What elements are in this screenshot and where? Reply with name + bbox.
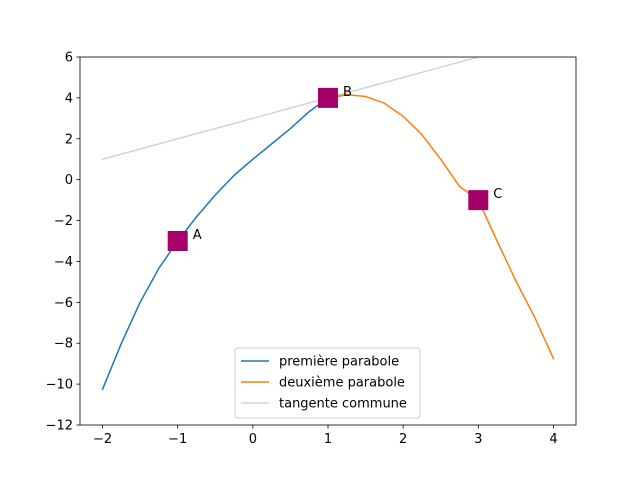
y-tick-label: −6 (54, 296, 73, 311)
series-line-2 (101, 57, 480, 161)
x-tick-label: −2 (93, 432, 112, 447)
x-tick-label: 3 (474, 432, 482, 447)
legend: première parabole deuxième parabole tangen… (234, 347, 421, 419)
x-tick-label: 1 (324, 432, 332, 447)
x-axis-ticks: −2 −1 0 1 2 3 4 (93, 425, 558, 447)
point-label-C: C (493, 187, 502, 202)
y-tick-label: −12 (46, 419, 73, 434)
y-tick-label: 4 (65, 91, 73, 106)
series-layer (101, 57, 555, 391)
point-marker-A (167, 231, 188, 251)
y-tick-label: 0 (65, 173, 73, 188)
y-tick-label: −4 (54, 255, 73, 270)
markers-layer: A B C (167, 85, 502, 251)
legend-label-0: première parabole (279, 355, 399, 370)
y-tick-label: −2 (54, 214, 73, 229)
legend-box (234, 347, 421, 419)
x-tick-label: −1 (168, 432, 187, 447)
point-label-A: A (193, 228, 202, 243)
y-tick-label: 6 (65, 51, 73, 66)
x-tick-label: 2 (399, 432, 407, 447)
y-tick-label: 2 (65, 132, 73, 147)
y-tick-label: −8 (54, 337, 73, 352)
legend-label-2: tangente commune (279, 397, 407, 412)
x-tick-label: 4 (549, 432, 557, 447)
series-line-0 (101, 93, 348, 391)
y-axis-ticks: −12 −10 −8 −6 −4 −2 0 2 4 6 (46, 51, 80, 434)
series-line-1 (327, 93, 555, 360)
legend-label-1: deuxième parabole (279, 376, 405, 391)
point-marker-C (468, 190, 489, 211)
y-tick-label: −10 (46, 378, 73, 393)
x-tick-label: 0 (249, 432, 257, 447)
point-marker-B (318, 87, 338, 108)
point-label-B: B (343, 85, 352, 100)
